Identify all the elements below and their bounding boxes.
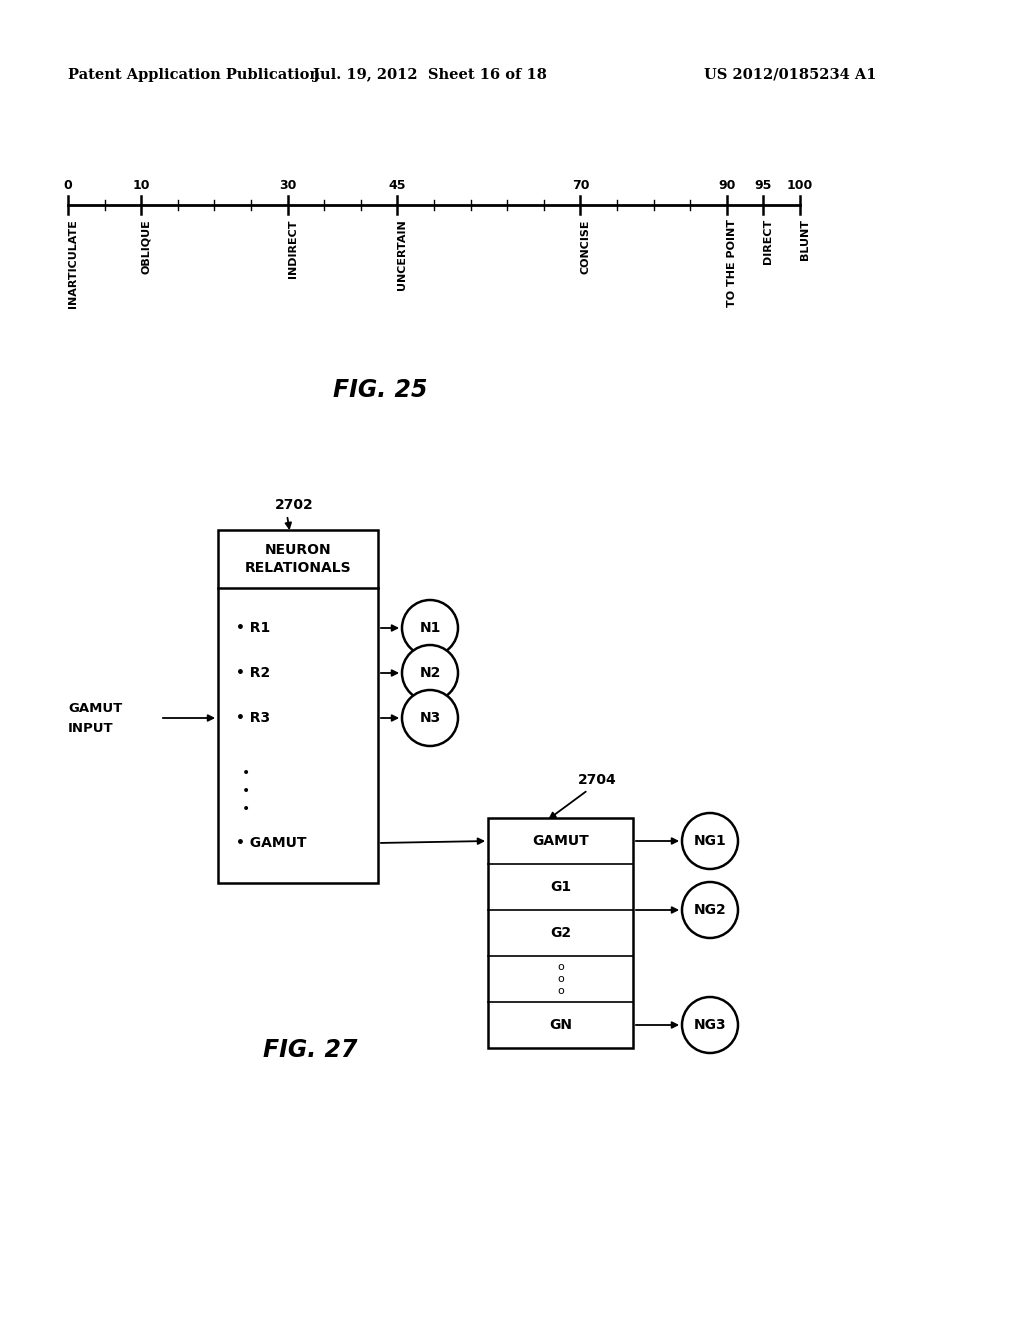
Text: NG3: NG3	[693, 1018, 726, 1032]
Bar	[488, 818, 633, 1048]
Text: o: o	[557, 962, 564, 972]
Circle shape	[682, 882, 738, 939]
Text: o: o	[557, 986, 564, 997]
Text: TO THE POINT: TO THE POINT	[727, 219, 737, 308]
Text: CONCISE: CONCISE	[581, 219, 591, 273]
Circle shape	[402, 645, 458, 701]
Text: GAMUT: GAMUT	[68, 702, 122, 715]
Circle shape	[402, 601, 458, 656]
Text: DIRECT: DIRECT	[764, 219, 773, 264]
Text: OBLIQUE: OBLIQUE	[141, 219, 152, 273]
Text: 10: 10	[132, 180, 150, 191]
Circle shape	[682, 997, 738, 1053]
Text: FIG. 27: FIG. 27	[263, 1038, 357, 1063]
Text: US 2012/0185234 A1: US 2012/0185234 A1	[703, 69, 877, 82]
Text: N1: N1	[419, 620, 440, 635]
Text: G2: G2	[550, 927, 571, 940]
Text: 2702: 2702	[275, 498, 313, 512]
Text: • R2: • R2	[236, 667, 270, 680]
Text: N3: N3	[420, 711, 440, 725]
Text: N2: N2	[419, 667, 440, 680]
Text: 70: 70	[571, 180, 589, 191]
Text: •: •	[242, 766, 250, 780]
Text: • R3: • R3	[236, 711, 270, 725]
Text: o: o	[557, 974, 564, 983]
Text: G1: G1	[550, 880, 571, 894]
Text: Patent Application Publication: Patent Application Publication	[68, 69, 319, 82]
Text: • GAMUT: • GAMUT	[236, 836, 306, 850]
Text: •: •	[242, 803, 250, 816]
Text: NG2: NG2	[693, 903, 726, 917]
Text: 100: 100	[786, 180, 813, 191]
Text: NG1: NG1	[693, 834, 726, 847]
Text: BLUNT: BLUNT	[800, 219, 810, 260]
Text: GN: GN	[549, 1018, 572, 1032]
Text: 2704: 2704	[578, 774, 616, 787]
Circle shape	[402, 690, 458, 746]
Text: FIG. 25: FIG. 25	[333, 378, 427, 403]
Text: INDIRECT: INDIRECT	[288, 219, 298, 277]
Text: 90: 90	[718, 180, 735, 191]
Text: 45: 45	[389, 180, 407, 191]
Text: INARTICULATE: INARTICULATE	[68, 219, 78, 308]
Text: Jul. 19, 2012  Sheet 16 of 18: Jul. 19, 2012 Sheet 16 of 18	[313, 69, 547, 82]
Text: 30: 30	[279, 180, 296, 191]
Text: •: •	[242, 784, 250, 799]
Bar	[218, 531, 378, 883]
Text: INPUT: INPUT	[68, 722, 114, 734]
Text: 0: 0	[63, 180, 73, 191]
Text: GAMUT: GAMUT	[532, 834, 589, 847]
Text: NEURON
RELATIONALS: NEURON RELATIONALS	[245, 543, 351, 576]
Text: UNCERTAIN: UNCERTAIN	[397, 219, 408, 290]
Text: 95: 95	[755, 180, 772, 191]
Circle shape	[682, 813, 738, 869]
Text: • R1: • R1	[236, 620, 270, 635]
